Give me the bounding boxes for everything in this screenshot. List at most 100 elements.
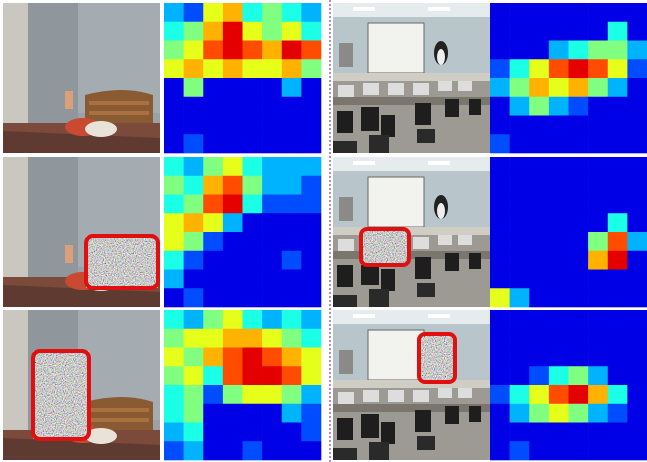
heatmap-cell bbox=[164, 175, 184, 195]
heatmap-cell bbox=[588, 59, 609, 79]
heatmap-cell bbox=[607, 403, 628, 423]
heatmap-cell bbox=[164, 134, 184, 154]
heatmap-cell bbox=[509, 59, 530, 79]
heatmap-cell bbox=[183, 21, 204, 41]
heatmap-cell bbox=[490, 288, 510, 308]
heatmap-cell bbox=[548, 310, 569, 330]
heatmap-cell bbox=[548, 328, 569, 348]
heatmap-cell bbox=[183, 232, 204, 252]
heatmap-cell bbox=[203, 347, 224, 367]
heatmap-cell bbox=[203, 194, 224, 214]
heatmap-cell bbox=[568, 288, 589, 308]
heatmap-cell bbox=[627, 40, 647, 60]
heatmap-cell bbox=[301, 366, 322, 386]
heatmap-cell bbox=[588, 157, 609, 177]
heatmap-cell bbox=[509, 441, 530, 461]
heatmap-cell bbox=[509, 250, 530, 270]
heatmap-cell bbox=[588, 3, 609, 23]
heatmap-cell bbox=[301, 194, 322, 214]
heatmap-cell bbox=[607, 310, 628, 330]
heatmap-cell bbox=[281, 3, 302, 23]
heatmap-cell bbox=[281, 194, 302, 214]
heatmap-cell bbox=[222, 269, 243, 289]
heatmap-cell bbox=[509, 328, 530, 348]
heatmap-cell bbox=[548, 175, 569, 195]
heatmap-cell bbox=[183, 328, 204, 348]
heatmap-cell bbox=[568, 21, 589, 41]
heatmap-cell bbox=[222, 366, 243, 386]
heatmap-cell bbox=[222, 59, 243, 79]
heatmap-cell bbox=[490, 157, 510, 177]
heatmap-cell bbox=[548, 78, 569, 98]
heatmap-cell bbox=[490, 385, 510, 405]
heatmap-cell bbox=[301, 175, 322, 195]
heatmap-cell bbox=[568, 175, 589, 195]
heatmap-cell bbox=[222, 441, 243, 461]
heatmap-cell bbox=[568, 422, 589, 442]
heatmap-cell bbox=[281, 115, 302, 135]
heatmap-cell bbox=[164, 157, 184, 177]
heatmap-cell bbox=[203, 366, 224, 386]
heatmap-cell bbox=[607, 194, 628, 214]
heatmap-cell bbox=[509, 40, 530, 60]
heatmap-cell bbox=[164, 328, 184, 348]
heatmap-cell bbox=[627, 194, 647, 214]
heatmap-cell bbox=[529, 96, 550, 116]
heatmap-cell bbox=[222, 310, 243, 330]
occluder-border bbox=[417, 332, 457, 384]
heatmap-cell bbox=[588, 194, 609, 214]
heatmap-cell bbox=[183, 250, 204, 270]
heatmap-cell bbox=[490, 194, 510, 214]
heatmap-cell bbox=[242, 310, 263, 330]
heatmap-cell bbox=[627, 328, 647, 348]
heatmap-cell bbox=[509, 288, 530, 308]
heatmap-cell bbox=[262, 441, 283, 461]
heatmap-cell bbox=[183, 78, 204, 98]
heatmap-cell bbox=[301, 347, 322, 367]
heatmap-cell bbox=[607, 115, 628, 135]
heatmap-cell bbox=[203, 175, 224, 195]
heatmap-cell bbox=[529, 59, 550, 79]
heatmap-cell bbox=[164, 21, 184, 41]
heatmap-cell bbox=[183, 385, 204, 405]
heatmap-cell bbox=[588, 213, 609, 233]
heatmap-cell bbox=[281, 269, 302, 289]
heatmap-cell bbox=[301, 3, 322, 23]
heatmap-cell bbox=[301, 422, 322, 442]
heatmap-cell bbox=[607, 21, 628, 41]
heatmap-cell bbox=[301, 21, 322, 41]
heatmap-cell bbox=[183, 288, 204, 308]
heatmap-cell bbox=[529, 328, 550, 348]
heatmap-cell bbox=[548, 134, 569, 154]
heatmap-cell bbox=[281, 232, 302, 252]
heatmap-cell bbox=[164, 269, 184, 289]
heatmap-cell bbox=[301, 40, 322, 60]
heatmap-cell bbox=[301, 96, 322, 116]
heatmap-cell bbox=[529, 157, 550, 177]
heatmap-cell bbox=[529, 115, 550, 135]
heatmap-cell bbox=[262, 115, 283, 135]
heatmap-cell bbox=[548, 385, 569, 405]
heatmap-cell bbox=[222, 347, 243, 367]
heatmap-cell bbox=[568, 232, 589, 252]
heatmap-cell bbox=[183, 441, 204, 461]
heatmap-cell bbox=[301, 157, 322, 177]
heatmap-cell bbox=[164, 347, 184, 367]
heatmap-cell bbox=[490, 441, 510, 461]
heatmap-cell bbox=[568, 157, 589, 177]
heatmap-cell bbox=[588, 269, 609, 289]
photo bbox=[332, 156, 491, 308]
heatmap-cell bbox=[164, 310, 184, 330]
heatmap-cell bbox=[607, 78, 628, 98]
heatmap-cell bbox=[568, 115, 589, 135]
heatmap-cell bbox=[588, 403, 609, 423]
occluder bbox=[419, 334, 455, 382]
heatmap-cell bbox=[548, 366, 569, 386]
heatmap-cell bbox=[242, 134, 263, 154]
heatmap-cell bbox=[490, 59, 510, 79]
heatmap-cell bbox=[222, 21, 243, 41]
heatmap-cell bbox=[242, 78, 263, 98]
heatmap-cell bbox=[588, 40, 609, 60]
